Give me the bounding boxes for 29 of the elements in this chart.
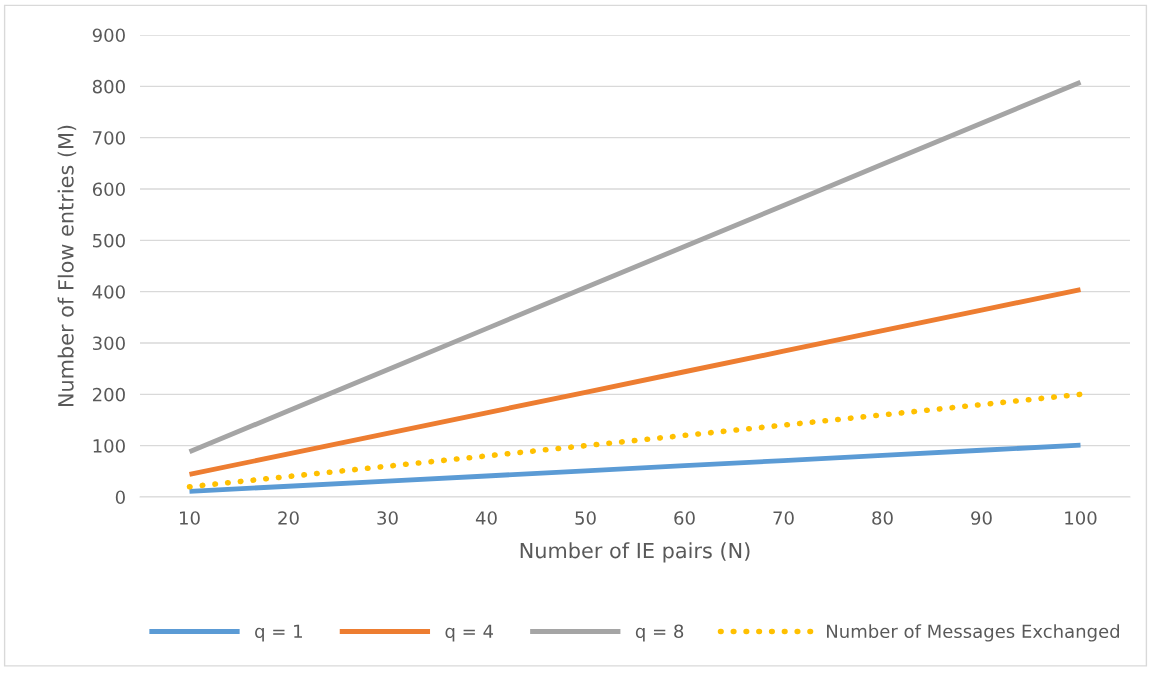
legend-label: q = 8 <box>635 624 684 642</box>
y-axis-title: Number of Flow entries (M) <box>57 125 77 407</box>
x-tick-label: 70 <box>773 511 794 525</box>
legend-label: Number of Messages Exchanged <box>827 624 1119 642</box>
y-tick-label: 500 <box>93 233 125 248</box>
x-tick-label: 20 <box>278 511 299 525</box>
x-tick-label: 80 <box>872 511 893 525</box>
x-tick-label: 10 <box>180 511 200 525</box>
x-tick-label: 50 <box>575 511 596 525</box>
y-tick-label: 0 <box>115 490 125 505</box>
y-tick-label: 800 <box>92 79 125 94</box>
y-tick-label: 100 <box>93 439 125 453</box>
x-axis-title: Number of IE pairs (N) <box>520 542 750 563</box>
y-tick-label: 300 <box>93 336 125 351</box>
x-tick-label: 30 <box>377 511 398 525</box>
y-tick-label: 900 <box>92 28 125 43</box>
x-tick-label: 40 <box>475 511 497 525</box>
legend-label: q = 4 <box>445 624 494 642</box>
legend-label: q = 1 <box>255 624 302 642</box>
line-series <box>187 79 1083 455</box>
x-tick-label: 90 <box>971 511 992 525</box>
y-tick-label: 700 <box>93 131 125 145</box>
y-tick-label: 200 <box>92 387 125 402</box>
y-tick-label: 400 <box>92 285 125 299</box>
x-tick-label: 60 <box>674 511 695 525</box>
x-tick-label: 100 <box>1065 511 1097 525</box>
line-series <box>187 442 1083 494</box>
y-tick-label: 600 <box>92 182 125 197</box>
line-series <box>187 287 1083 477</box>
